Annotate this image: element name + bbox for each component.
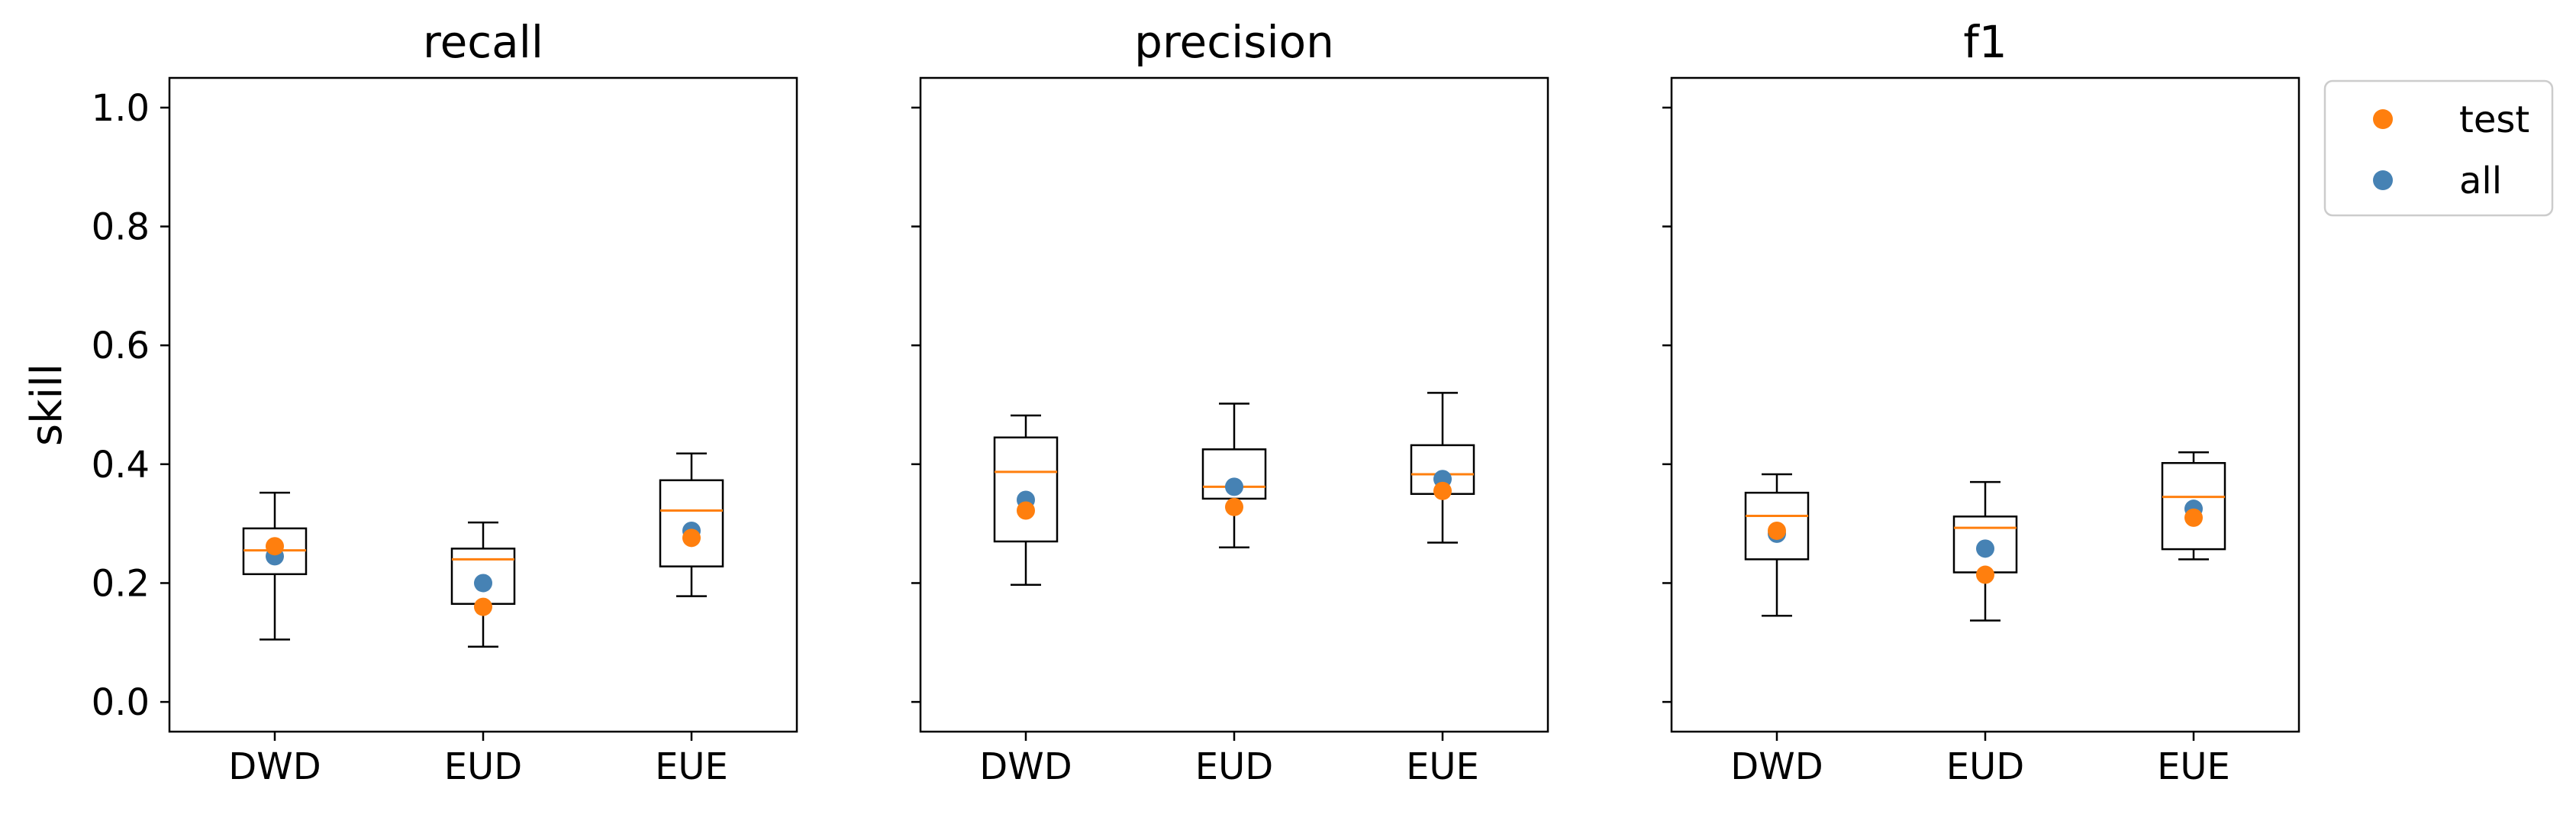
point-test-DWD (1017, 501, 1035, 520)
box-EUD (1201, 402, 1267, 549)
legend: test all (2323, 79, 2554, 217)
box-DWD (1744, 473, 1810, 617)
point-test-DWD (1768, 521, 1786, 540)
axes-frame (168, 76, 798, 733)
point-test-EUD (474, 597, 492, 616)
panel-recall: recall 0.0 0.2 0.4 0.6 0.8 1.0 DWD EUD EUE (92, 16, 798, 788)
legend-marker-all (2373, 170, 2393, 190)
x-tick-label: EUE (1406, 745, 1479, 788)
x-tick-label: DWD (979, 745, 1072, 788)
panel-title: f1 (1963, 16, 2007, 68)
y-tick-label: 0.2 (92, 562, 150, 605)
y-tick-label: 0.6 (92, 325, 150, 367)
legend-label-test: test (2459, 99, 2529, 141)
panel-title: recall (423, 16, 543, 68)
x-tick-label: EUD (1195, 745, 1273, 788)
point-test-EUD (1225, 497, 1243, 516)
panel-precision: precision DWD EUD EUE (911, 16, 1549, 788)
box-iqr (659, 479, 724, 567)
y-tick-label: 0.0 (92, 681, 150, 724)
y-tick-label: 0.8 (92, 206, 150, 249)
point-test-EUD (1976, 565, 1994, 584)
box-EUD (1952, 480, 2018, 622)
legend-marker-test (2373, 109, 2393, 129)
x-tick-label: DWD (228, 745, 321, 788)
axes-frame (919, 76, 1549, 733)
point-all-EUD (474, 574, 492, 593)
box-DWD (993, 414, 1059, 587)
axes-frame (1670, 76, 2300, 733)
x-tick-label: EUE (2157, 745, 2230, 788)
point-test-DWD (266, 537, 284, 556)
x-tick-label: DWD (1730, 745, 1823, 788)
point-test-EUE (2184, 508, 2203, 527)
panel-title: precision (1134, 16, 1334, 68)
box-iqr (2161, 462, 2226, 551)
point-all-EUD (1976, 539, 1994, 558)
box-EUE (2161, 451, 2226, 561)
y-tick-label: 0.4 (92, 444, 150, 486)
x-tick-label: EUE (655, 745, 728, 788)
box-EUE (659, 452, 724, 597)
y-tick-label: 1.0 (92, 87, 150, 130)
box-iqr (1744, 491, 1810, 561)
point-all-EUD (1225, 477, 1243, 496)
box-iqr (993, 436, 1059, 543)
point-test-EUE (1433, 481, 1452, 500)
x-tick-label: EUD (1946, 745, 2024, 788)
box-DWD (242, 491, 308, 641)
box-EUE (1410, 392, 1475, 544)
legend-label-all: all (2459, 160, 2502, 202)
panel-f1: f1 DWD EUD EUE (1662, 16, 2300, 788)
x-tick-label: EUD (444, 745, 522, 788)
point-test-EUE (682, 528, 701, 548)
y-axis-label: skill (22, 364, 72, 446)
